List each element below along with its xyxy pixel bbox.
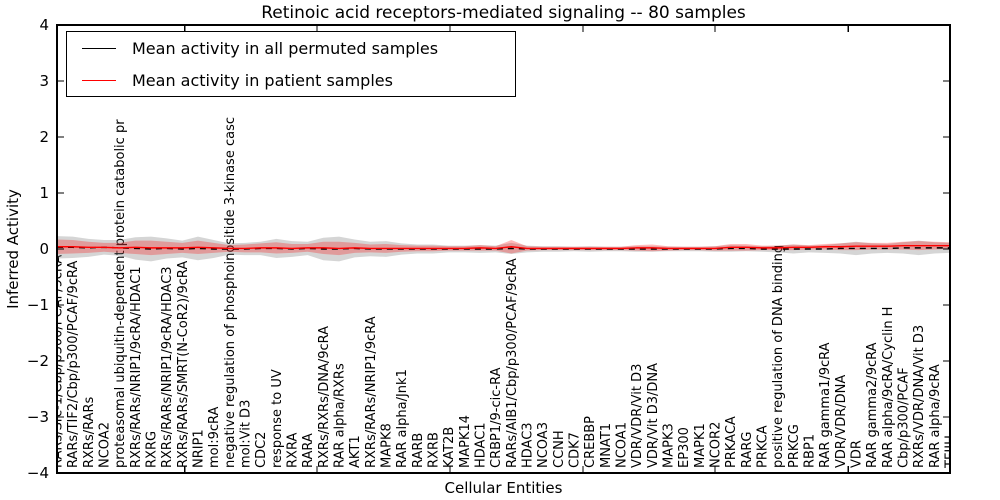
x-tick-label: MNAT1 [599,423,614,468]
x-tick-label: NRIP1 [192,429,207,468]
axis-ticks [57,24,950,474]
x-tick-label: RAR alpha/RXRs [333,363,348,468]
permuted-band [57,236,950,262]
legend-line-permuted [82,47,116,49]
x-tick-label: MAPK14 [458,415,473,468]
x-tick-label: RXRA [286,433,301,468]
legend-entry-label: Mean activity in patient samples [132,70,393,90]
x-tick-label: RAR gamma1/9cRA [818,342,833,468]
x-tick-label: CDK7 [568,432,583,468]
y-tick-label: −4 [27,464,49,482]
x-tick-label: RARs/AIB1/Cbp/p300/PCAF/9cRA [505,258,520,468]
y-tick-label: −2 [27,352,49,370]
x-tick-label: KAT2B [442,427,457,468]
x-tick-label: AKT1 [348,435,363,468]
y-tick-label: −3 [27,408,49,426]
x-tick-label: RXRs/RARs/NRIP1/9cRA [364,316,379,468]
legend-line-patient [82,79,116,81]
y-tick-labels: 4 3 2 1 0 −1 −2 −3 −4 [27,16,49,482]
x-tick-label: RARA [301,433,316,468]
x-tick-label: RARs/TIF2/Cbp/p300/PCAF/9cRA [66,261,81,468]
legend: Mean activity in all permuted samples Mea… [66,31,516,97]
x-tick-label: RXRs/RARs/NRIP1/9cRA/HDAC3 [160,266,175,468]
y-tick-label: −1 [27,296,49,314]
legend-entry: Mean activity in patient samples [67,65,515,95]
x-tick-label: RARB [411,433,426,468]
x-tick-label: RBP1 [803,434,818,468]
x-tick-label: RXRs/RXRs/DNA/9cRA [317,326,332,468]
x-tick-label: NCOA2 [98,422,113,468]
x-tick-label: RAR alpha/Jnk1 [395,369,410,468]
x-tick-label: negative regulation of phosphoinositide … [223,117,238,468]
x-tick-label: MAPK3 [662,423,677,468]
x-tick-label: TFIIH [944,435,959,469]
x-tick-label: RXRB [427,432,442,468]
x-tick-label: VDR/VDR/Vit D3 [630,364,645,468]
x-tick-label: RXRs/VDR/DNA/Vit D3 [912,325,927,468]
x-tick-label: NCOR2 [709,422,724,468]
x-tick-label: RXRG [145,431,160,468]
y-tick-label: 4 [39,16,49,34]
x-tick-label: mol:9cRA [207,406,222,468]
x-tick-label: proteasomal ubiquitin-dependent protein … [113,119,128,468]
x-tick-label: EP300 [677,427,692,468]
x-tick-label: PRKCA [756,425,771,468]
x-tick-label: RXRs/RARs/NRIP1/9cRA/HDAC1 [129,266,144,468]
x-tick-label: MAPK8 [380,423,395,468]
x-tick-label: Cbp/p300/PCAF [897,367,912,468]
x-tick-label: response to UV [270,369,285,468]
legend-entry: Mean activity in all permuted samples [67,33,515,63]
x-tick-label: MAPK1 [693,423,708,468]
y-tick-label: 2 [39,128,49,146]
plot-inner: RARs/Src-1/Cbp/p300/PCAF/9cRA RARs/TIF2/C… [57,117,959,469]
x-tick-label: RARG [740,431,755,468]
patient-mean-line [57,244,950,250]
x-tick-label: RAR gamma2/9cRA [865,342,880,468]
legend-entry-label: Mean activity in all permuted samples [132,38,439,58]
x-tick-label: mol:Vit D3 [239,400,254,468]
x-tick-label: positive regulation of DNA binding [771,245,786,468]
x-tick-label: VDR/VDR/DNA [834,375,849,468]
x-tick-label: CRBP1/9-cic-RA [489,367,504,468]
chart-title: Retinoic acid receptors-mediated signali… [261,3,746,23]
x-tick-label: PRKCG [787,424,802,468]
x-tick-label: PRKACA [724,416,739,468]
x-tick-label: RXRs/RARs/SMRT(N-CoR2)/9cRA [176,261,191,468]
x-tick-label: CDC2 [254,432,269,468]
x-tick-label: VDR/Vit D3/DNA [646,363,661,468]
y-tick-label: 1 [39,184,49,202]
x-tick-label: CCNH [552,430,567,468]
y-tick-label: 0 [39,240,49,258]
permuted-mean-line [57,246,950,250]
y-tick-label: 3 [39,72,49,90]
x-tick-label: RAR alpha/9cRA/Cyclin H [881,307,896,468]
x-tick-label: CREBBP [583,416,598,468]
y-axis-label: Inferred Activity [4,189,22,309]
x-tick-label: HDAC3 [521,422,536,468]
x-tick-label: NCOA3 [536,422,551,468]
x-tick-label: RAR alpha/9cRA [928,364,943,468]
x-tick-label: HDAC1 [474,422,489,468]
x-tick-label: RXRs/RARs [82,396,97,468]
x-tick-label: NCOA1 [615,422,630,468]
x-axis-label: Cellular Entities [444,479,563,497]
x-tick-label: VDR [850,440,865,468]
